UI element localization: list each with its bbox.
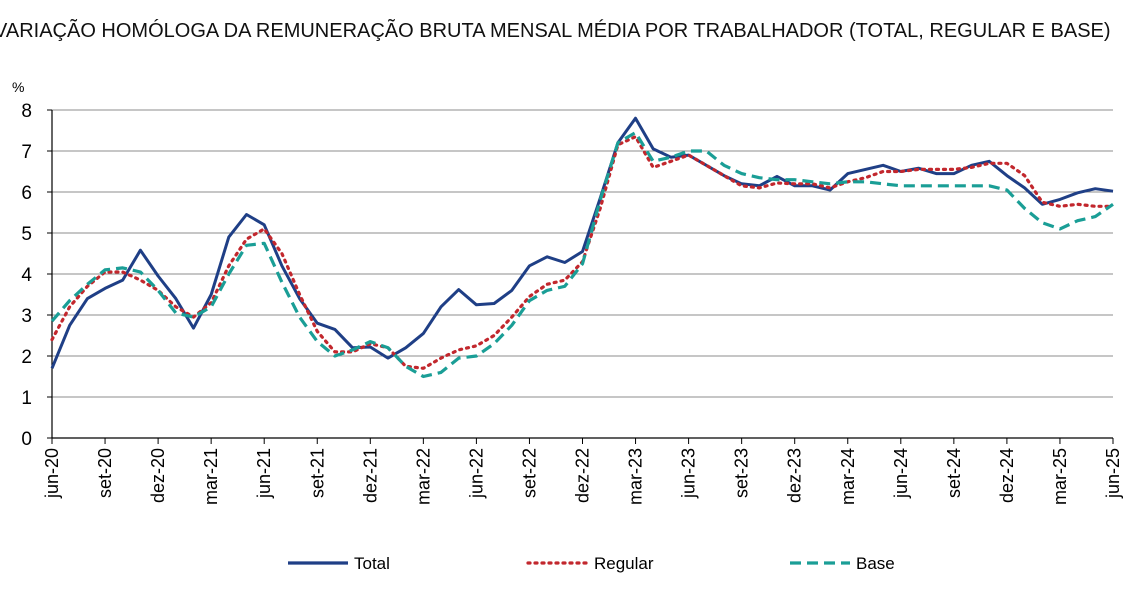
x-tick-label: mar-23 [626, 448, 646, 505]
chart-title: VARIAÇÃO HOMÓLOGA DA REMUNERAÇÃO BRUTA M… [0, 20, 1111, 42]
x-tick-label: jun-21 [254, 448, 274, 499]
x-tick-label: dez-22 [573, 448, 593, 503]
x-tick-labels: jun-20 set-20 dez-20 mar-21 jun-21 set-21 dez-… [42, 448, 1123, 505]
y-tick-label: 2 [21, 347, 32, 368]
x-tick-label: jun-20 [42, 448, 62, 499]
series-line-base [50, 131, 1114, 379]
legend-label-total: Total [354, 554, 390, 573]
y-tick-label: 4 [21, 265, 32, 286]
x-tick-label: set-21 [307, 448, 327, 498]
x-tick-label: dez-20 [148, 448, 168, 503]
y-tick-label: 1 [21, 388, 32, 409]
x-tick-label: set-23 [732, 448, 752, 498]
y-tick-label: 0 [21, 429, 32, 450]
x-tick-label: dez-24 [997, 448, 1017, 503]
y-tick-label: 5 [21, 224, 32, 245]
legend-label-regular: Regular [594, 554, 654, 573]
x-tick-label: jun-24 [891, 448, 911, 499]
x-tick-label: jun-25 [1103, 448, 1123, 499]
x-tick-label: set-24 [944, 448, 964, 498]
gridlines [52, 109, 1113, 398]
y-tick-label: 6 [21, 183, 32, 204]
x-tick-label: mar-24 [838, 448, 858, 505]
x-tick-label: dez-23 [785, 448, 805, 503]
legend-label-base: Base [856, 554, 895, 573]
y-tick-label: 3 [21, 306, 32, 327]
x-tick-label: dez-21 [360, 448, 380, 503]
x-tick-label: jun-22 [466, 448, 486, 499]
x-tick-label: mar-22 [413, 448, 433, 505]
legend: Total Regular Base [288, 554, 895, 573]
y-axis-label: % [12, 79, 24, 95]
x-tick-label: mar-25 [1050, 448, 1070, 505]
series-line-total [50, 116, 1114, 369]
series-lines [50, 116, 1115, 379]
y-tick-label: 8 [21, 101, 32, 122]
y-tick-labels: 0 1 2 3 4 5 6 7 8 [21, 101, 32, 450]
y-tick-label: 7 [21, 142, 32, 163]
x-tick-label: set-20 [95, 448, 115, 498]
x-tick-label: mar-21 [201, 448, 221, 505]
x-tick-label: jun-23 [679, 448, 699, 499]
x-tick-label: set-22 [519, 448, 539, 498]
axes [47, 109, 1114, 444]
